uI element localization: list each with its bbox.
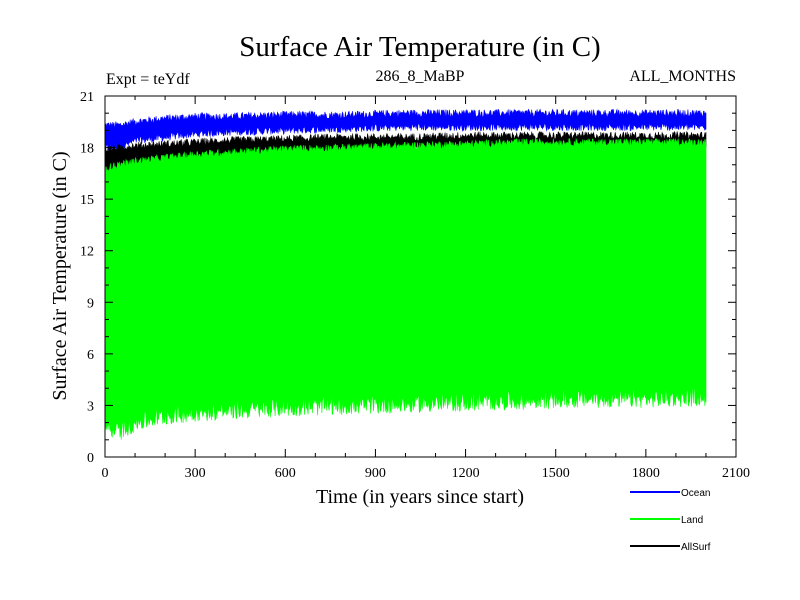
y-tick-label: 15 xyxy=(80,193,94,208)
x-tick-label: 1200 xyxy=(452,466,480,481)
y-axis-label: Surface Air Temperature (in C) xyxy=(49,151,71,400)
plot-frame xyxy=(104,95,737,458)
y-tick-label: 18 xyxy=(80,142,94,157)
legend-label-ocean: Ocean xyxy=(681,488,710,499)
experiment-label: Expt = teYdf xyxy=(106,71,190,88)
series-band-land xyxy=(104,137,707,440)
months-label: ALL_MONTHS xyxy=(629,68,736,85)
y-tick-label: 0 xyxy=(87,451,94,466)
y-tick-label: 9 xyxy=(87,296,94,311)
legend-label-land: Land xyxy=(681,515,703,526)
x-axis-label: Time (in years since start) xyxy=(316,486,524,508)
axes: 0 300 600 900 1200 1500 1800 2100 0 3 6 9 12 15 18 21 xyxy=(80,90,750,481)
x-tick-label: 0 xyxy=(102,466,109,481)
y-tick-label: 6 xyxy=(87,348,94,363)
series-band-ocean xyxy=(104,108,707,152)
x-tick-label: 1500 xyxy=(542,466,570,481)
x-tick-label: 600 xyxy=(275,466,296,481)
y-tick-label: 21 xyxy=(80,90,94,105)
legend: Ocean Land AllSurf xyxy=(630,488,711,553)
y-tick-label: 3 xyxy=(87,399,94,414)
y-tick-label: 12 xyxy=(80,245,94,260)
x-tick-label: 1800 xyxy=(632,466,660,481)
chart-title: Surface Air Temperature (in C) xyxy=(239,31,600,63)
x-tick-label: 300 xyxy=(185,466,206,481)
x-tick-label: 2100 xyxy=(722,466,750,481)
x-tick-label: 900 xyxy=(365,466,386,481)
run-id-label: 286_8_MaBP xyxy=(376,68,465,85)
legend-label-allsurf: AllSurf xyxy=(681,542,711,553)
plot-area xyxy=(104,108,707,440)
